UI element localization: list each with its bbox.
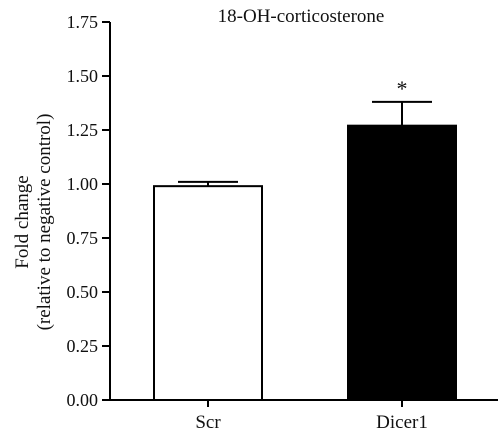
y-tick-label: 0.50 [67, 282, 99, 302]
bars: Scr Dicer1 * [153, 76, 457, 433]
significance-marker: * [397, 76, 408, 101]
y-axis-label-line2: (relative to negative control) [34, 114, 55, 331]
y-tick-label: 1.75 [67, 12, 99, 32]
bar-dicer1 [347, 124, 457, 402]
y-tick-label: 1.25 [67, 120, 99, 140]
x-tick-label-scr: Scr [195, 412, 221, 433]
bar-scr [153, 185, 263, 401]
y-axis-label: Fold change (relative to negative contro… [12, 114, 55, 331]
y-tick-label: 0.00 [67, 390, 99, 410]
y-tick-label: 0.25 [67, 336, 99, 356]
y-tick-label: 1.50 [67, 66, 99, 86]
chart-title: 18-OH-corticosterone [218, 6, 385, 27]
y-axis-ticks: 0.00 0.25 0.50 0.75 1.00 1.25 1.50 1.75 [67, 12, 110, 410]
y-tick-label: 0.75 [67, 228, 99, 248]
y-tick-label: 1.00 [67, 174, 99, 194]
x-tick-label-dicer1: Dicer1 [376, 412, 428, 433]
y-axis-label-line1: Fold change [12, 175, 33, 268]
